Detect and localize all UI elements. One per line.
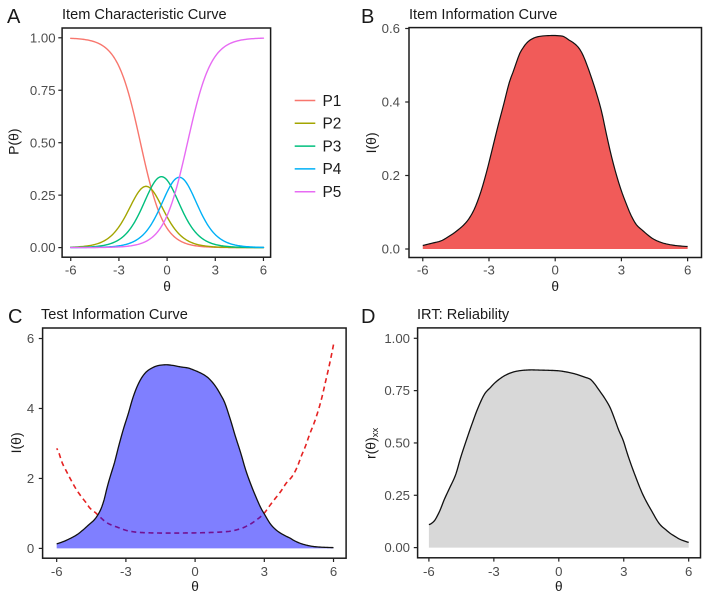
svg-text:3: 3 (618, 262, 625, 277)
svg-text:0.00: 0.00 (30, 240, 56, 255)
svg-text:-6: -6 (51, 564, 63, 579)
svg-text:Item Characteristic Curve: Item Characteristic Curve (62, 7, 227, 23)
svg-text:0.50: 0.50 (384, 436, 410, 451)
svg-text:3: 3 (212, 262, 219, 277)
svg-text:P(θ): P(θ) (6, 128, 22, 154)
svg-text:3: 3 (261, 564, 268, 579)
svg-text:6: 6 (260, 262, 267, 277)
svg-text:0.00: 0.00 (384, 540, 410, 555)
svg-text:D: D (361, 306, 375, 328)
svg-text:-3: -3 (488, 564, 500, 579)
svg-text:0: 0 (555, 564, 562, 579)
svg-text:-3: -3 (113, 262, 125, 277)
svg-text:P2: P2 (323, 116, 342, 133)
svg-text:I(θ): I(θ) (363, 132, 379, 153)
svg-text:0.25: 0.25 (384, 488, 410, 503)
svg-text:-3: -3 (120, 564, 132, 579)
svg-text:0.0: 0.0 (382, 242, 400, 257)
svg-text:0.2: 0.2 (382, 168, 400, 183)
svg-text:-6: -6 (65, 262, 77, 277)
svg-text:θ: θ (555, 579, 563, 594)
svg-text:6: 6 (330, 564, 337, 579)
svg-text:A: A (7, 6, 21, 28)
svg-text:0: 0 (163, 262, 170, 277)
svg-text:6: 6 (684, 262, 691, 277)
svg-text:θ: θ (551, 279, 559, 294)
svg-text:P3: P3 (323, 138, 342, 155)
svg-text:6: 6 (685, 564, 692, 579)
svg-text:2: 2 (27, 471, 34, 486)
svg-text:P1: P1 (323, 93, 342, 110)
svg-text:-6: -6 (423, 564, 435, 579)
svg-text:6: 6 (27, 331, 34, 346)
svg-text:0.25: 0.25 (30, 188, 56, 203)
svg-text:IRT: Reliability: IRT: Reliability (417, 307, 510, 323)
svg-text:-6: -6 (417, 262, 429, 277)
svg-text:0.6: 0.6 (382, 21, 400, 36)
svg-text:θ: θ (191, 579, 199, 594)
svg-text:I(θ): I(θ) (8, 432, 24, 453)
svg-text:B: B (361, 6, 374, 28)
svg-text:0: 0 (27, 541, 34, 556)
svg-text:θ: θ (163, 279, 171, 294)
svg-text:0: 0 (552, 262, 559, 277)
svg-text:0.4: 0.4 (382, 95, 400, 110)
svg-text:0: 0 (191, 564, 198, 579)
svg-text:P4: P4 (323, 161, 342, 178)
svg-text:C: C (8, 306, 22, 328)
svg-text:4: 4 (27, 401, 34, 416)
svg-text:Item Information Curve: Item Information Curve (409, 7, 557, 23)
svg-text:0.75: 0.75 (384, 383, 410, 398)
svg-text:-3: -3 (483, 262, 495, 277)
svg-text:0.75: 0.75 (30, 83, 56, 98)
svg-text:3: 3 (620, 564, 627, 579)
svg-text:0.50: 0.50 (30, 135, 56, 150)
svg-text:1.00: 1.00 (384, 331, 410, 346)
svg-text:1.00: 1.00 (30, 30, 56, 45)
svg-text:Test Information Curve: Test Information Curve (41, 307, 188, 323)
svg-text:P5: P5 (323, 184, 342, 201)
